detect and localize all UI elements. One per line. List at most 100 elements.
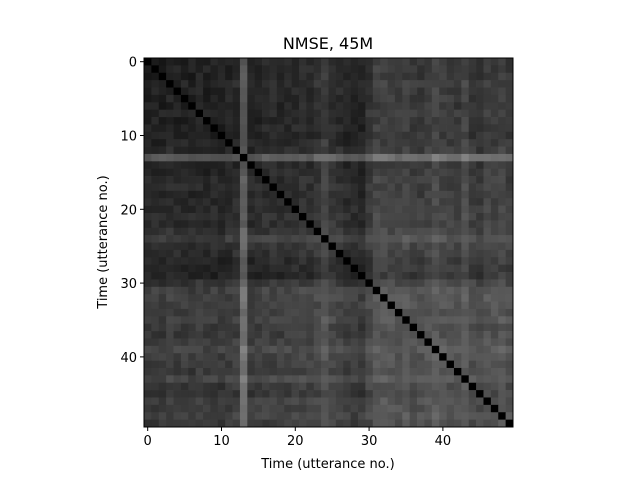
heatmap-cell [321, 338, 329, 347]
heatmap-cell [409, 323, 418, 332]
heatmap-cell [203, 308, 211, 317]
heatmap-cell [313, 301, 322, 310]
heatmap-cell [453, 87, 462, 96]
heatmap-cell [372, 419, 381, 428]
heatmap-cell [262, 235, 270, 243]
heatmap-cell [269, 176, 278, 184]
heatmap-cell [225, 124, 233, 133]
heatmap-cell [453, 360, 462, 369]
heatmap-cell [210, 220, 219, 229]
heatmap-cell [483, 419, 492, 428]
heatmap-cell [417, 419, 425, 428]
heatmap-cell [402, 331, 411, 339]
heatmap-cell [328, 109, 337, 118]
heatmap-cell [490, 168, 499, 177]
heatmap-cell [498, 279, 506, 288]
y-axis-label: Time (utterance no.) [96, 175, 111, 309]
heatmap-cell [490, 257, 499, 265]
heatmap-cell [158, 397, 167, 406]
heatmap-cell [166, 257, 174, 265]
heatmap-cell [490, 301, 499, 310]
heatmap-cell [335, 264, 344, 273]
heatmap-cell [203, 360, 211, 369]
heatmap-cell [498, 419, 506, 428]
heatmap-cell [232, 131, 241, 140]
heatmap-cell [247, 146, 256, 155]
heatmap-cell [144, 227, 152, 236]
heatmap-cell [232, 353, 241, 361]
heatmap-cell [210, 360, 219, 369]
heatmap-cell [247, 257, 256, 265]
heatmap-cell [417, 235, 425, 243]
heatmap-cell [490, 264, 499, 273]
heatmap-cell [232, 390, 241, 398]
heatmap-cell [476, 65, 484, 74]
heatmap-cell [424, 72, 433, 81]
heatmap-cell [439, 375, 447, 384]
heatmap-cell [402, 205, 411, 214]
heatmap-cell [203, 257, 211, 265]
heatmap-cell [380, 249, 388, 258]
heatmap-cell [239, 227, 248, 236]
heatmap-cell [144, 72, 152, 81]
heatmap-cell [284, 94, 292, 103]
heatmap-cell [313, 80, 322, 88]
heatmap-cell [298, 109, 307, 118]
heatmap-cell [468, 279, 477, 288]
heatmap-cell [247, 94, 256, 103]
heatmap-cell [372, 139, 381, 147]
heatmap-cell [417, 146, 425, 155]
heatmap-cell [380, 168, 388, 177]
heatmap-cell [188, 397, 197, 406]
heatmap-cell [269, 375, 278, 384]
heatmap-cell [188, 94, 197, 103]
heatmap-cell [409, 249, 418, 258]
heatmap-cell [446, 353, 455, 361]
heatmap-cell [232, 117, 241, 125]
heatmap-cell [151, 382, 160, 391]
heatmap-cell [431, 58, 440, 66]
heatmap-cell [284, 72, 292, 81]
heatmap-cell [335, 345, 344, 354]
heatmap-cell [151, 242, 160, 251]
heatmap-cell [158, 323, 167, 332]
heatmap-cell [380, 375, 388, 384]
heatmap-cell [394, 220, 403, 229]
heatmap-cell [439, 301, 447, 310]
heatmap-cell [313, 183, 322, 192]
heatmap-cell [239, 87, 248, 96]
heatmap-cell [505, 316, 514, 325]
heatmap-cell [446, 301, 455, 310]
heatmap-cell [358, 412, 366, 420]
heatmap-cell [269, 161, 278, 170]
heatmap-cell [343, 316, 351, 325]
heatmap-cell [453, 323, 462, 332]
heatmap-cell [239, 109, 248, 118]
heatmap-cell [232, 272, 241, 280]
heatmap-cell [431, 153, 440, 162]
heatmap-cell [328, 257, 337, 265]
heatmap-cell [380, 257, 388, 265]
heatmap-cell [254, 212, 263, 221]
heatmap-cell [402, 367, 411, 376]
heatmap-cell [490, 198, 499, 206]
heatmap-cell [321, 146, 329, 155]
heatmap-cell [394, 212, 403, 221]
heatmap-cell [461, 80, 470, 88]
heatmap-cell [306, 257, 315, 265]
heatmap-cell [335, 353, 344, 361]
heatmap-cell [505, 235, 514, 243]
heatmap-cell [446, 257, 455, 265]
heatmap-cell [409, 94, 418, 103]
heatmap-cell [476, 235, 484, 243]
heatmap-cell [262, 264, 270, 273]
heatmap-cell [483, 294, 492, 302]
heatmap-cell [144, 220, 152, 229]
heatmap-cell [424, 419, 433, 428]
heatmap-cell [291, 272, 300, 280]
heatmap-cell [166, 168, 174, 177]
heatmap-cell [151, 102, 160, 111]
heatmap-cell [203, 264, 211, 273]
heatmap-cell [306, 412, 315, 420]
heatmap-cell [343, 139, 351, 147]
